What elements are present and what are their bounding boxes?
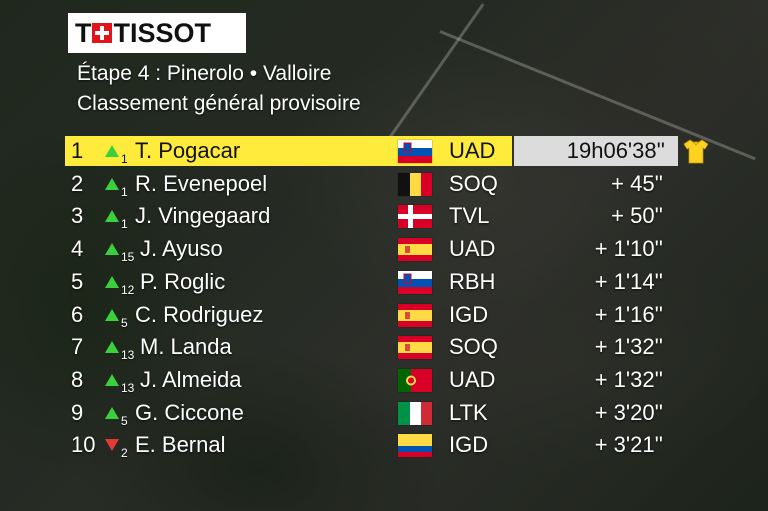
denmark-flag (398, 205, 432, 229)
rank-number: 2 (71, 170, 84, 196)
colombia-flag (398, 434, 432, 458)
rank-number: 1 (71, 138, 84, 163)
standings-row: 5 12 P. Roglic RBH + 1'14'' (65, 267, 713, 297)
arrow-up-icon (105, 275, 119, 288)
position-change: 12 (121, 282, 135, 297)
arrow-down-icon (105, 439, 119, 452)
slovenia-flag (398, 270, 432, 294)
leader-time-bar (514, 136, 678, 166)
spain-flag (398, 238, 432, 262)
rank-number: 4 (71, 236, 84, 262)
arrow-up-icon (105, 145, 119, 157)
rider-name: R. Evenepoel (135, 170, 268, 196)
team-code: UAD (449, 138, 496, 163)
rider-name: J. Ayuso (140, 236, 223, 262)
rank-number: 5 (71, 268, 84, 294)
total-time: 19h06'38'' (566, 138, 665, 163)
team-code: SOQ (449, 334, 498, 360)
standings-row-leader: 1 1 T. Pogacar UAD 19h06'38'' (65, 136, 713, 166)
arrow-up-icon (105, 177, 119, 190)
team-code: LTK (449, 399, 488, 425)
team-code: IGD (449, 432, 489, 458)
rank-number: 7 (71, 334, 84, 360)
time-gap: + 1'32'' (594, 334, 663, 360)
rank-number: 10 (71, 432, 96, 458)
rider-name: G. Ciccone (135, 399, 244, 425)
spain-flag (398, 336, 432, 360)
logo-word: TISSOT (113, 17, 212, 48)
stage-title: Étape 4 : Pinerolo • Valloire (77, 62, 332, 85)
team-code: IGD (449, 301, 489, 327)
slovenia-flag (398, 140, 432, 163)
arrow-up-icon (105, 308, 119, 321)
rider-name: J. Almeida (140, 366, 242, 392)
standings-row: 8 13 J. Almeida UAD + 1'32'' (65, 365, 713, 395)
position-change: 2 (121, 446, 128, 461)
time-gap: + 50'' (611, 203, 663, 229)
position-change: 13 (121, 348, 135, 363)
rider-name: C. Rodriguez (135, 301, 264, 327)
standings-row: 10 2 E. Bernal IGD + 3'21'' (65, 430, 713, 460)
arrow-up-icon (105, 406, 119, 419)
position-change: 5 (121, 315, 128, 330)
logo-initial: T (75, 17, 91, 48)
rank-number: 6 (71, 301, 84, 327)
time-gap: + 45'' (611, 170, 663, 196)
standings-subtitle: Classement général provisoire (77, 92, 361, 115)
rider-name: P. Roglic (140, 268, 226, 294)
standings-row: 9 5 G. Ciccone LTK + 3'20'' (65, 398, 713, 428)
swiss-cross-icon (91, 23, 112, 43)
standings-row: 3 1 J. Vingegaard TVL + 50'' (65, 201, 713, 231)
time-gap: + 1'14'' (594, 268, 663, 294)
arrow-up-icon (105, 373, 119, 386)
tissot-logo: T TISSOT (68, 13, 246, 53)
standings-row: 4 15 J. Ayuso UAD + 1'10'' (65, 234, 713, 264)
time-gap: + 1'16'' (594, 301, 663, 327)
position-change: 1 (121, 217, 128, 232)
arrow-up-icon (105, 341, 119, 354)
yellow-jersey-icon (683, 139, 709, 164)
time-gap: + 1'32'' (594, 366, 663, 392)
rider-name: E. Bernal (135, 432, 226, 458)
position-change: 15 (121, 250, 135, 265)
team-code: RBH (449, 268, 496, 294)
rider-name: T. Pogacar (135, 138, 241, 163)
team-code: TVL (449, 203, 490, 229)
leader-highlight-bar (65, 136, 512, 166)
standings-row: 2 1 R. Evenepoel SOQ + 45'' (65, 169, 713, 199)
time-gap: + 3'20'' (594, 399, 663, 425)
position-change: 13 (121, 380, 135, 395)
arrow-up-icon (105, 210, 119, 223)
rider-name: J. Vingegaard (135, 203, 271, 229)
time-gap: + 3'21'' (594, 432, 663, 458)
rank-number: 9 (71, 399, 84, 425)
rider-name: M. Landa (140, 334, 232, 360)
standings-row: 6 5 C. Rodriguez IGD + 1'16'' (65, 300, 713, 330)
standings-row: 7 13 M. Landa SOQ + 1'32'' (65, 332, 713, 362)
italy-flag (398, 401, 432, 425)
rank-number: 3 (71, 203, 84, 229)
portugal-flag (398, 368, 432, 392)
team-code: UAD (449, 366, 496, 392)
rank-number: 8 (71, 366, 84, 392)
position-change: 5 (121, 413, 128, 428)
team-code: UAD (449, 236, 496, 262)
belgium-flag (398, 172, 432, 196)
time-gap: + 1'10'' (594, 236, 663, 262)
team-code: SOQ (449, 170, 498, 196)
arrow-up-icon (105, 243, 119, 256)
position-change: 1 (121, 184, 128, 199)
spain-flag (398, 303, 432, 327)
position-change: 1 (121, 152, 128, 166)
